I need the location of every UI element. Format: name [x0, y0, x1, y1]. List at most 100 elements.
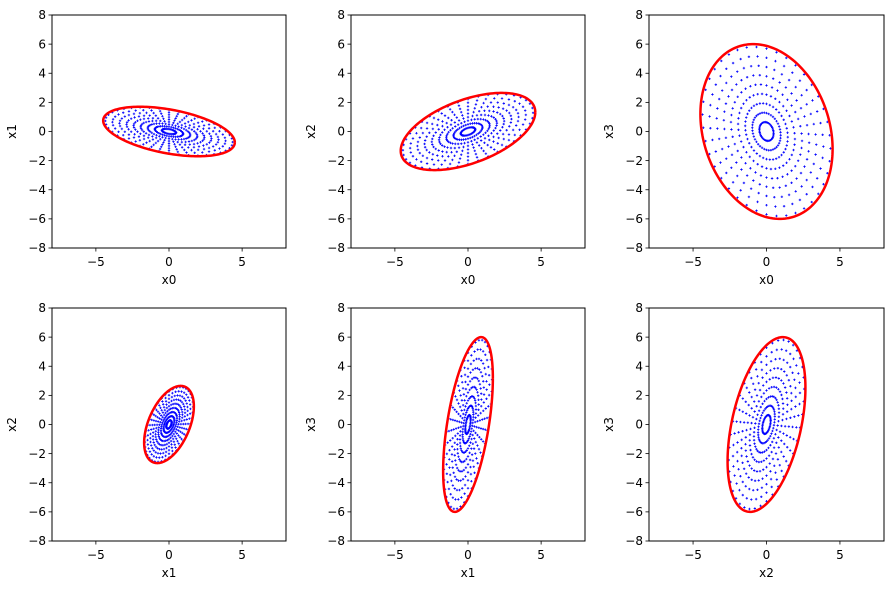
plot-area [142, 384, 196, 465]
x-tick-label: 0 [165, 255, 173, 269]
y-tick-label: −6 [327, 212, 345, 226]
axes-frame [648, 307, 885, 542]
ellipse-boundary [399, 91, 537, 172]
y-tick-label: −4 [327, 476, 345, 490]
interior-samples [104, 106, 234, 157]
interior-samples [401, 93, 535, 170]
y-tick-label: −2 [327, 447, 345, 461]
y-tick-label: 6 [337, 330, 345, 344]
y-tick-label: −2 [625, 447, 643, 461]
y-tick-label: 8 [38, 8, 46, 22]
x-axis-label: x1 [162, 566, 177, 580]
y-tick-label: 0 [337, 418, 345, 432]
x-tick-label: 0 [165, 548, 173, 562]
y-tick-label: 0 [635, 125, 643, 139]
y-tick-label: −6 [28, 212, 46, 226]
y-tick-label: 8 [337, 8, 345, 22]
y-tick-label: −4 [625, 476, 643, 490]
subplot-x1-x3: −8 −6 −4 −2 0 2 4 6 8 −5 0 5 x1 x3 [304, 301, 586, 580]
y-tick-label: −8 [327, 534, 345, 548]
y-tick-label: 4 [635, 359, 643, 373]
y-tick-label: 2 [337, 96, 345, 110]
ellipse-boundary [441, 335, 495, 514]
x-tick-label: 0 [763, 255, 771, 269]
x-axis-label: x2 [759, 566, 774, 580]
y-tick-label: 6 [337, 37, 345, 51]
x-tick-label: 0 [464, 255, 472, 269]
y-tick-label: 2 [38, 96, 46, 110]
y-tick-label: 4 [38, 66, 46, 80]
y-tick-label: 8 [635, 8, 643, 22]
y-tick-label: 6 [635, 330, 643, 344]
y-tick-label: 2 [38, 389, 46, 403]
x-tick-label: 5 [836, 255, 844, 269]
x-tick-label: −5 [684, 255, 702, 269]
y-tick-label: 0 [38, 125, 46, 139]
axes-frame [51, 14, 287, 249]
y-tick-label: −8 [625, 241, 643, 255]
ellipse-boundary [142, 384, 196, 465]
y-tick-label: 4 [337, 66, 345, 80]
subplot-x0-x1: −8 −6 −4 −2 0 2 4 6 8 −5 0 5 x0 x1 [5, 8, 287, 287]
y-tick-label: 0 [38, 418, 46, 432]
x-tick-label: 0 [763, 548, 771, 562]
plot-area [726, 335, 807, 514]
y-tick-label: −6 [625, 212, 643, 226]
x-tick-label: 5 [537, 548, 545, 562]
y-tick-label: −4 [625, 183, 643, 197]
y-tick-label: −4 [28, 476, 46, 490]
y-tick-label: −2 [28, 154, 46, 168]
y-tick-label: 4 [38, 359, 46, 373]
x-axis-label: x1 [461, 566, 476, 580]
x-tick-label: −5 [87, 255, 105, 269]
y-axis-label: x1 [5, 124, 19, 139]
y-tick-label: 8 [38, 301, 46, 315]
interior-samples [143, 385, 195, 464]
ellipse-boundary [726, 335, 807, 514]
y-tick-label: 0 [635, 418, 643, 432]
y-tick-label: 2 [337, 389, 345, 403]
x-tick-label: −5 [386, 255, 404, 269]
y-tick-label: 8 [635, 301, 643, 315]
y-tick-label: −6 [625, 505, 643, 519]
plot-area [441, 335, 495, 514]
ellipse-boundary [101, 105, 237, 158]
ellipse-boundary [699, 42, 834, 221]
subplot-x0-x2: −8 −6 −4 −2 0 2 4 6 8 −5 0 5 x0 x2 [304, 8, 586, 287]
y-tick-label: 2 [635, 96, 643, 110]
y-tick-label: 0 [337, 125, 345, 139]
axes-frame [648, 14, 885, 249]
x-tick-label: 5 [537, 255, 545, 269]
x-axis-label: x0 [461, 273, 476, 287]
axes-frame [350, 307, 586, 542]
y-tick-label: −8 [327, 241, 345, 255]
y-axis-label: x3 [304, 417, 318, 432]
x-tick-label: 5 [836, 548, 844, 562]
y-tick-label: −2 [28, 447, 46, 461]
axes-frame [51, 307, 287, 542]
y-tick-label: 2 [635, 389, 643, 403]
y-tick-label: −6 [28, 505, 46, 519]
plot-area [399, 91, 537, 172]
y-tick-label: −4 [28, 183, 46, 197]
y-tick-label: 6 [635, 37, 643, 51]
x-axis-label: x0 [162, 273, 177, 287]
y-tick-label: −6 [327, 505, 345, 519]
interior-samples [701, 45, 832, 218]
y-tick-label: −2 [625, 154, 643, 168]
y-tick-label: 6 [38, 330, 46, 344]
y-tick-label: −2 [327, 154, 345, 168]
y-axis-label: x3 [602, 124, 616, 139]
x-tick-label: 0 [464, 548, 472, 562]
x-tick-label: 5 [238, 255, 246, 269]
subplot-x2-x3: −8 −6 −4 −2 0 2 4 6 8 −5 0 5 x2 x3 [602, 301, 885, 580]
plot-area [699, 42, 834, 221]
y-tick-label: 4 [337, 359, 345, 373]
y-axis-label: x2 [304, 124, 318, 139]
interior-samples [727, 338, 806, 511]
y-tick-label: −8 [28, 241, 46, 255]
x-tick-label: −5 [386, 548, 404, 562]
y-tick-label: 8 [337, 301, 345, 315]
y-tick-label: 6 [38, 37, 46, 51]
